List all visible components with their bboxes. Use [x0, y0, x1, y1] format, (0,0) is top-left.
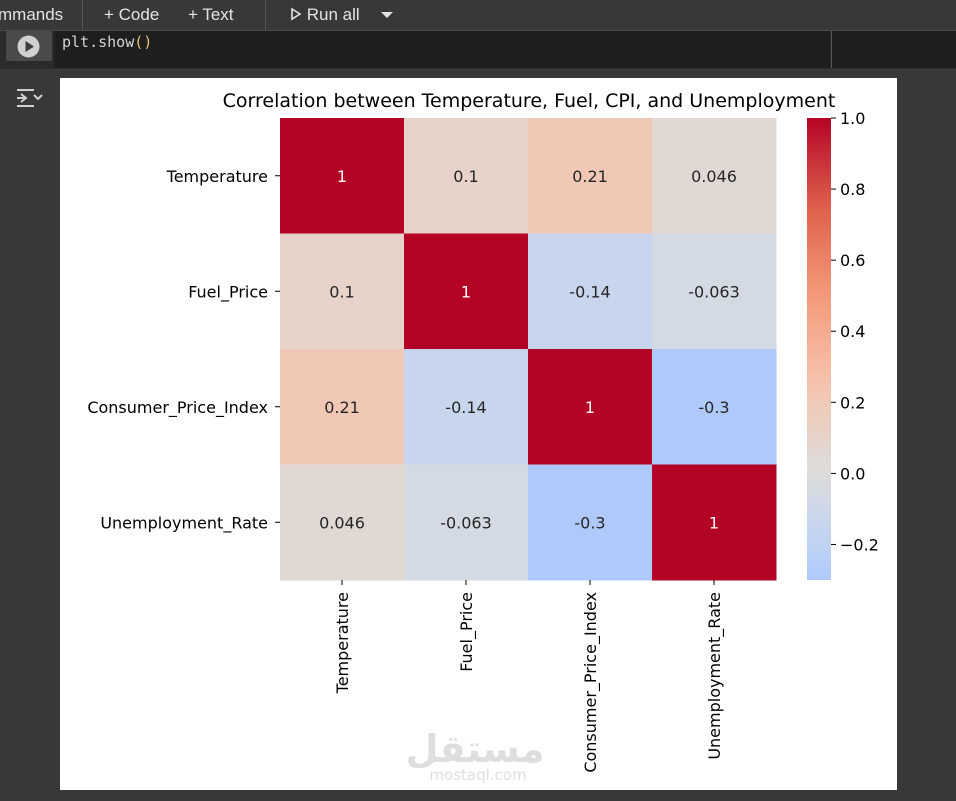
code-text: plt.show: [62, 33, 135, 51]
watermark-arabic: مستقل: [406, 727, 545, 771]
play-circle-icon: [17, 35, 40, 58]
row-labels: Temperature Fuel_Price Consumer_Price_Inde…: [87, 167, 280, 533]
watermark-latin: mostaql.com: [429, 766, 526, 784]
code-editor[interactable]: [54, 31, 830, 68]
heatmap-cell: [652, 233, 777, 350]
heatmap-cell: [652, 464, 777, 581]
output-figure: Correlation between Temperature, Fuel, C…: [60, 78, 897, 790]
run-all-label: Run all: [306, 5, 360, 24]
toolbar-divider: [265, 0, 266, 30]
column-label: Temperature: [333, 592, 352, 694]
heatmap-cells: 1 0.1 0.21 0.046 0.1 1 -0.14 -0.063 0.21 -0.14 1 -0…: [280, 118, 777, 581]
heatmap-cell: [404, 233, 529, 350]
cell-annotation: 1: [337, 167, 347, 186]
heatmap-cell: [528, 349, 653, 465]
cell-annotation: -0.063: [688, 282, 740, 301]
colorbar: 1.0 0.8 0.6 0.4 0.2 0.0 −0.2: [807, 109, 879, 580]
run-cell-button[interactable]: [6, 31, 52, 61]
cell-annotation: 1: [461, 282, 471, 301]
colorbar-tick-label: 0.8: [840, 180, 865, 199]
cell-annotation: 1: [585, 398, 595, 417]
heatmap-cell: [528, 233, 653, 350]
heatmap-cell: [280, 349, 405, 465]
cell-side-panel: [831, 31, 956, 68]
cell-annotation: 0.1: [329, 282, 354, 301]
add-code-button[interactable]: + Code: [104, 5, 160, 24]
cell-annotation: 0.046: [319, 513, 365, 532]
colorbar-bar: [807, 118, 831, 580]
commands-button[interactable]: mmands: [0, 5, 64, 24]
colorbar-tick-label: 0.2: [840, 393, 865, 412]
notebook-toolbar: mmands + Code + Text Run all: [0, 0, 956, 31]
heatmap-cell: [652, 118, 777, 234]
row-label: Unemployment_Rate: [100, 513, 268, 533]
row-label: Temperature: [166, 167, 268, 186]
heatmap-cell: [528, 464, 653, 581]
cell-annotation: -0.14: [569, 282, 610, 301]
colorbar-tick-label: −0.2: [840, 535, 879, 554]
colorbar-tick-label: 0.0: [840, 464, 865, 483]
heatmap-cell: [404, 349, 529, 465]
play-outline-icon: [291, 7, 302, 21]
column-labels: Temperature Fuel_Price Consumer_Price_Inde…: [333, 580, 725, 773]
row-label: Fuel_Price: [188, 282, 268, 302]
heatmap-cell: [280, 464, 405, 581]
code-line: plt.show(): [62, 33, 152, 51]
watermark: مستقل mostaql.com: [406, 727, 545, 784]
cell-annotation: 0.046: [691, 167, 737, 186]
heatmap-cell: [652, 349, 777, 465]
cell-annotation: -0.063: [440, 513, 492, 532]
heatmap-cell: [280, 118, 405, 234]
chart-title: Correlation between Temperature, Fuel, C…: [223, 90, 836, 112]
cell-annotation: -0.14: [445, 398, 486, 417]
toolbar-divider: [82, 0, 83, 30]
cell-annotation: 0.21: [324, 398, 360, 417]
heatmap-cell: [404, 464, 529, 581]
run-all-button[interactable]: Run all: [290, 4, 360, 26]
cell-annotation: 0.1: [453, 167, 478, 186]
colorbar-tick-label: 1.0: [840, 109, 865, 128]
cell-annotation: 0.21: [572, 167, 608, 186]
column-label: Unemployment_Rate: [705, 592, 725, 760]
output-toggle-icon[interactable]: [14, 86, 44, 110]
colorbar-tick-label: 0.4: [840, 322, 865, 341]
cell-annotation: -0.3: [698, 398, 729, 417]
bottom-bar: [0, 790, 956, 801]
heatmap-cell: [404, 118, 529, 234]
colorbar-tick-label: 0.6: [840, 251, 865, 270]
column-label: Consumer_Price_Index: [581, 592, 601, 773]
cell-annotation: 1: [709, 513, 719, 532]
code-parens: (): [134, 33, 153, 51]
correlation-heatmap: Correlation between Temperature, Fuel, C…: [87, 90, 879, 784]
cell-annotation: -0.3: [574, 513, 605, 532]
output-gutter: [0, 70, 60, 790]
right-gutter: [897, 70, 956, 790]
column-label: Fuel_Price: [457, 592, 477, 672]
row-label: Consumer_Price_Index: [87, 398, 268, 418]
chevron-down-icon[interactable]: [380, 10, 394, 20]
heatmap-cell: [280, 233, 405, 350]
add-text-button[interactable]: + Text: [188, 5, 234, 24]
heatmap-cell: [528, 118, 653, 234]
